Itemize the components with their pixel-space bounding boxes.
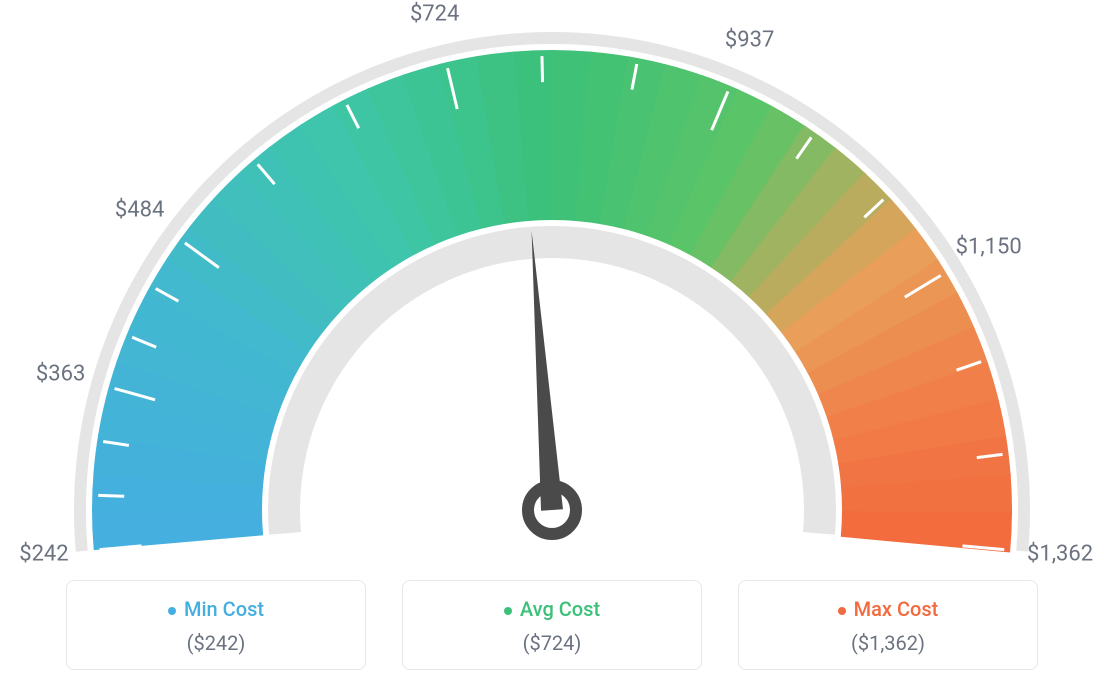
tick-label: $484 xyxy=(115,197,164,222)
needle xyxy=(532,231,563,511)
tick-label: $242 xyxy=(19,542,68,567)
legend-card-min: Min Cost ($242) xyxy=(66,580,366,670)
legend-value-max: ($1,362) xyxy=(751,631,1025,655)
minor-tick xyxy=(542,56,543,82)
legend-row: Min Cost ($242) Avg Cost ($724) Max Cost ($1,… xyxy=(0,580,1104,670)
minor-tick xyxy=(98,495,124,496)
tick-label: $937 xyxy=(725,27,774,52)
legend-card-avg: Avg Cost ($724) xyxy=(402,580,702,670)
gauge-chart: $242$363$484$724$937$1,150$1,362 xyxy=(0,0,1104,560)
legend-value-avg: ($724) xyxy=(415,631,689,655)
legend-dot-min xyxy=(168,607,176,615)
tick-label: $363 xyxy=(36,361,85,386)
legend-dot-avg xyxy=(504,607,512,615)
arc-segment xyxy=(92,510,263,550)
legend-label-max: Max Cost xyxy=(854,597,939,621)
legend-label-avg: Avg Cost xyxy=(520,597,600,621)
legend-title-max: Max Cost xyxy=(751,597,1025,621)
gauge-svg xyxy=(0,0,1104,560)
legend-title-avg: Avg Cost xyxy=(415,597,689,621)
tick-label: $724 xyxy=(410,1,459,26)
legend-label-min: Min Cost xyxy=(184,597,264,621)
tick-label: $1,362 xyxy=(1027,542,1093,567)
legend-dot-max xyxy=(838,607,846,615)
legend-value-min: ($242) xyxy=(79,631,353,655)
legend-title-min: Min Cost xyxy=(79,597,353,621)
tick-label: $1,150 xyxy=(956,234,1022,259)
arc-segment xyxy=(841,511,1012,552)
legend-card-max: Max Cost ($1,362) xyxy=(738,580,1038,670)
